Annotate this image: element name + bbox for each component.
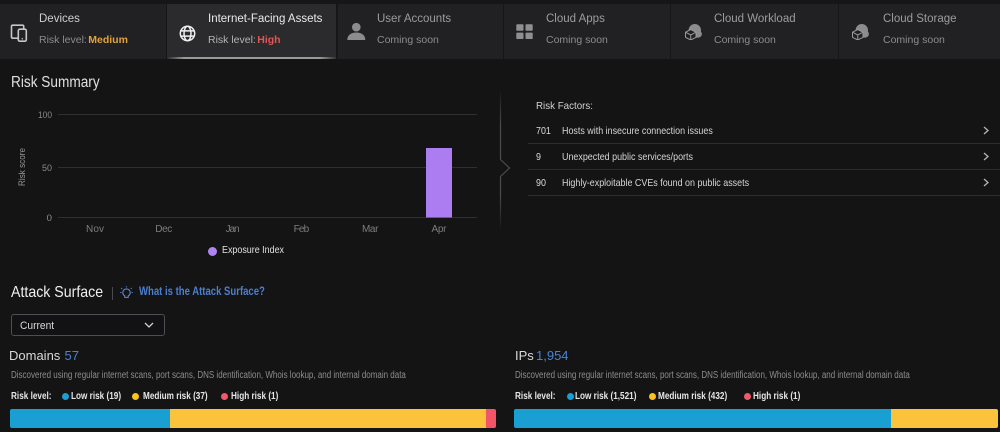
svg-text:Feb: Feb — [294, 224, 310, 235]
svg-text:Apr: Apr — [432, 224, 448, 235]
svg-text:Nov: Nov — [86, 224, 104, 235]
svg-text:0: 0 — [47, 213, 53, 224]
svg-text:Risk score: Risk score — [17, 148, 28, 186]
svg-text:100: 100 — [38, 110, 52, 121]
svg-text:Mar: Mar — [362, 224, 379, 235]
svg-text:Dec: Dec — [155, 224, 172, 235]
svg-text:Jan: Jan — [226, 224, 240, 235]
svg-text:50: 50 — [42, 163, 52, 174]
